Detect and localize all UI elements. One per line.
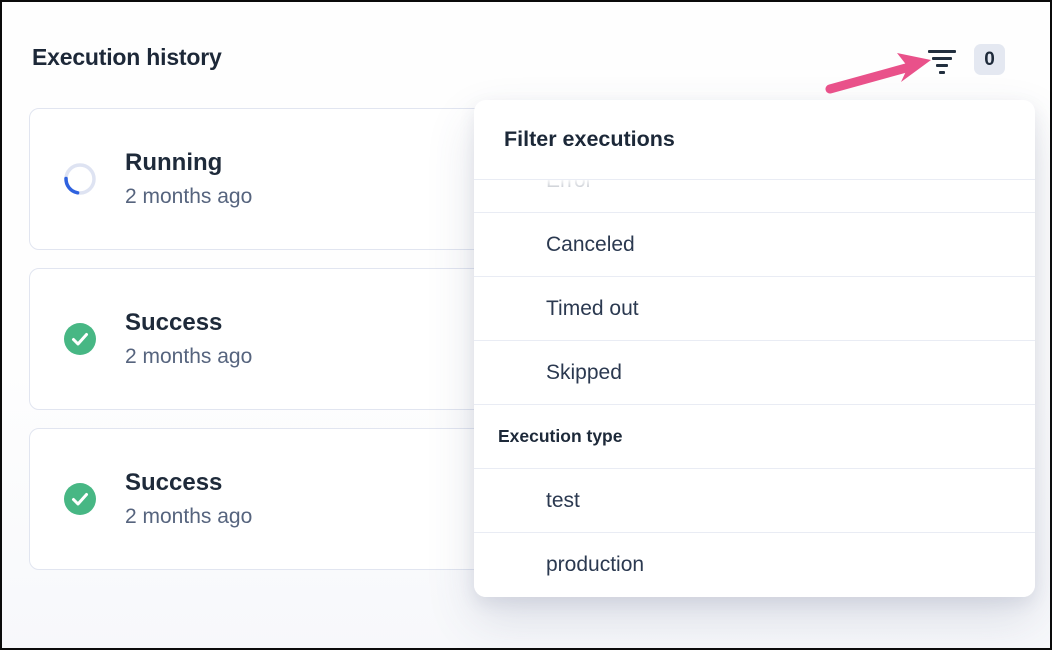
filter-option-error[interactable]: Error [474, 180, 1035, 213]
filter-panel-title: Filter executions [474, 100, 1035, 180]
filter-executions-panel: Filter executions Error Canceled Timed o… [474, 100, 1035, 597]
filter-count-badge: 0 [974, 44, 1005, 75]
spinner-icon [63, 162, 97, 196]
execution-time: 2 months ago [125, 345, 253, 368]
filter-funnel-icon[interactable] [924, 44, 960, 80]
execution-time: 2 months ago [125, 505, 253, 528]
filter-option-production[interactable]: production [474, 533, 1035, 597]
annotation-arrow-icon [825, 53, 931, 94]
check-circle-icon [63, 322, 97, 356]
check-circle-icon [63, 482, 97, 516]
filter-bar [939, 71, 945, 74]
execution-status: Success [125, 309, 223, 336]
filter-section-execution-type: Execution type [474, 405, 1035, 469]
filter-bar [928, 50, 956, 53]
filter-option-timed-out[interactable]: Timed out [474, 277, 1035, 341]
filter-bar [936, 64, 948, 67]
execution-status: Running [125, 149, 223, 176]
filter-option-skipped[interactable]: Skipped [474, 341, 1035, 405]
execution-status: Success [125, 469, 223, 496]
filter-option-test[interactable]: test [474, 469, 1035, 533]
page-title: Execution history [32, 44, 222, 70]
execution-time: 2 months ago [125, 185, 253, 208]
filter-bar [932, 57, 952, 60]
filter-option-canceled[interactable]: Canceled [474, 213, 1035, 277]
